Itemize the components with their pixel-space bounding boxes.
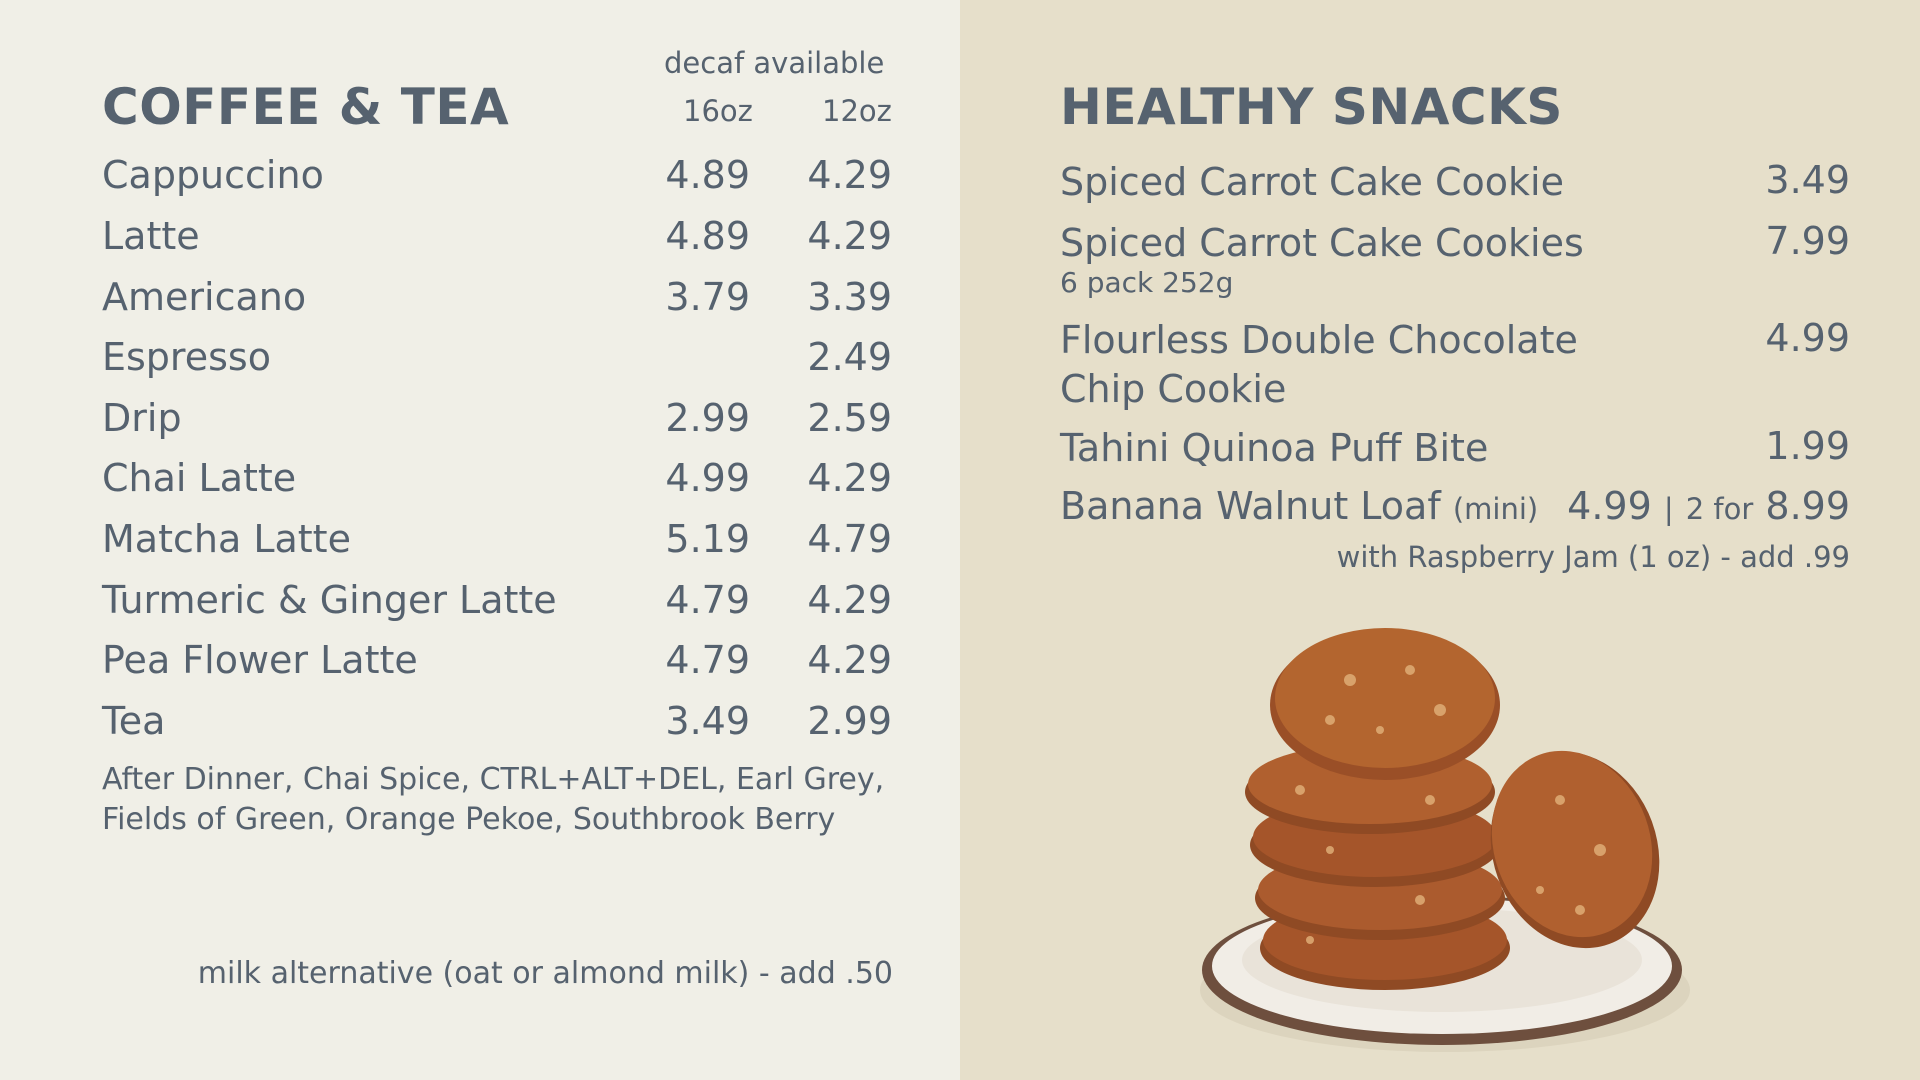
price-16oz: 4.79 (665, 578, 750, 622)
price-separator: | (1663, 492, 1674, 526)
price-12oz: 4.29 (807, 153, 892, 197)
banana-loaf-price-group: 4.99 | 2 for 8.99 (1567, 484, 1850, 528)
price-16oz: 2.99 (665, 396, 750, 440)
price-12oz: 4.79 (807, 517, 892, 561)
snack-name: Tahini Quinoa Puff Bite (1060, 426, 1489, 470)
menu-row: Turmeric & Ginger Latte 4.79 4.29 (102, 578, 892, 628)
banana-loaf-name-group: Banana Walnut Loaf (mini) (1060, 484, 1538, 528)
size-16oz-header: 16oz (683, 94, 753, 128)
snack-name: Banana Walnut Loaf (1060, 484, 1441, 528)
menu-row: Cappuccino 4.89 4.29 (102, 153, 892, 203)
item-name: Matcha Latte (102, 517, 351, 561)
tea-flavors-note: After Dinner, Chai Spice, CTRL+ALT+DEL, … (102, 762, 885, 837)
item-name: Chai Latte (102, 456, 297, 500)
menu-row: Chai Latte 4.99 4.29 (102, 456, 892, 506)
price-16oz: 4.89 (665, 153, 750, 197)
price-12oz: 2.99 (807, 699, 892, 743)
snack-row: Tahini Quinoa Puff Bite 1.99 (1060, 424, 1850, 474)
snack-row: Flourless Double Chocolate Chip Cookie 4… (1060, 316, 1850, 416)
price-16oz: 3.49 (665, 699, 750, 743)
item-name: Pea Flower Latte (102, 638, 418, 682)
menu-row: Americano 3.79 3.39 (102, 275, 892, 325)
price-12oz: 3.39 (807, 275, 892, 319)
menu-row: Pea Flower Latte 4.79 4.29 (102, 638, 892, 688)
item-name: Americano (102, 275, 307, 319)
decaf-note: decaf available (664, 46, 885, 80)
price-12oz: 2.59 (807, 396, 892, 440)
jam-addon-note: with Raspberry Jam (1 oz) - add .99 (1336, 540, 1850, 574)
item-name: Cappuccino (102, 153, 324, 197)
snack-row: Spiced Carrot Cake Cookies 7.99 6 pack 2… (1060, 219, 1850, 303)
snack-price: 1.99 (1765, 424, 1850, 468)
item-name: Latte (102, 214, 200, 258)
item-name: Drip (102, 396, 182, 440)
snack-row: Spiced Carrot Cake Cookie 3.49 (1060, 158, 1850, 208)
menu-row: Tea 3.49 2.99 (102, 699, 892, 749)
snack-name: Flourless Double Chocolate Chip Cookie (1060, 318, 1578, 411)
price-16oz: 5.19 (665, 517, 750, 561)
snack-price: 7.99 (1765, 219, 1850, 263)
item-name: Turmeric & Ginger Latte (102, 578, 557, 622)
menu-row: Espresso 2.49 (102, 335, 892, 385)
price-16oz: 4.89 (665, 214, 750, 258)
item-name: Tea (102, 699, 166, 743)
snack-price: 4.99 (1567, 484, 1652, 528)
price-12oz: 2.49 (807, 335, 892, 379)
snack-price: 4.99 (1765, 316, 1850, 360)
price-16oz: 4.99 (665, 456, 750, 500)
menu-row: Latte 4.89 4.29 (102, 214, 892, 264)
price-12oz: 4.29 (807, 456, 892, 500)
price-16oz: 4.79 (665, 638, 750, 682)
snack-name: Spiced Carrot Cake Cookies (1060, 221, 1584, 265)
snack-subtext: 6 pack 252g (1060, 266, 1234, 299)
milk-alternative-note: milk alternative (oat or almond milk) - … (197, 956, 893, 991)
menu-row: Matcha Latte 5.19 4.79 (102, 517, 892, 567)
healthy-snacks-heading: HEALTHY SNACKS (1060, 78, 1563, 136)
menu-row: Drip 2.99 2.59 (102, 396, 892, 446)
price-12oz: 4.29 (807, 214, 892, 258)
price-16oz: 3.79 (665, 275, 750, 319)
banana-loaf-row: Banana Walnut Loaf (mini) 4.99 | 2 for 8… (1060, 484, 1850, 544)
price-12oz: 4.29 (807, 578, 892, 622)
snack-qualifier: (mini) (1452, 492, 1539, 526)
item-name: Espresso (102, 335, 271, 379)
multi-buy-prefix: 2 for (1685, 492, 1754, 526)
price-12oz: 4.29 (807, 638, 892, 682)
snack-price: 3.49 (1765, 158, 1850, 202)
snack-name: Spiced Carrot Cake Cookie (1060, 160, 1564, 204)
cookie-stack-photo (1200, 628, 1690, 1052)
coffee-tea-heading: COFFEE & TEA (102, 78, 510, 136)
size-12oz-header: 12oz (822, 94, 892, 128)
coffee-tea-panel (0, 0, 960, 1080)
multi-buy-price: 8.99 (1765, 484, 1850, 528)
